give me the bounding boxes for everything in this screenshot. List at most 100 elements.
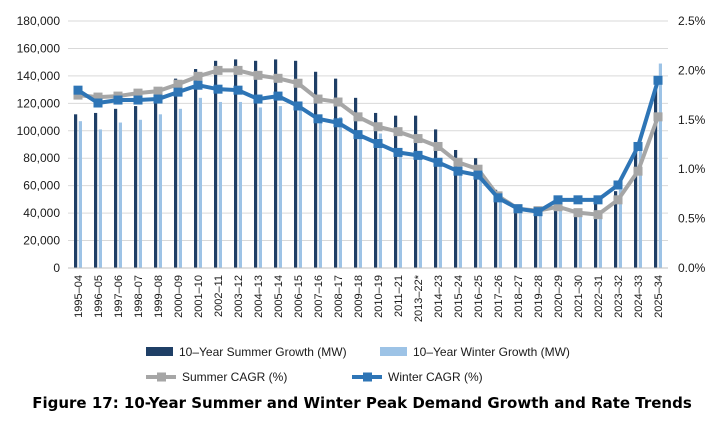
series-marker [293, 101, 303, 111]
series-marker [613, 180, 623, 190]
series-marker [393, 147, 403, 157]
series-marker [453, 166, 463, 176]
series-marker [193, 80, 203, 90]
bar [478, 174, 482, 268]
y-left-tick-label: 180,000 [17, 14, 61, 28]
bar [518, 206, 522, 268]
series-marker [433, 157, 443, 167]
bar [174, 78, 178, 268]
bar [398, 154, 402, 268]
bar [178, 108, 182, 268]
series-marker [173, 79, 183, 89]
bar [118, 122, 122, 269]
y-right-tick-label: 1.5% [678, 113, 706, 127]
y-left-tick-label: 60,000 [23, 179, 60, 193]
bar [654, 89, 658, 268]
bar [414, 115, 418, 268]
series-marker [113, 95, 123, 105]
series-marker [233, 65, 243, 75]
x-tick-label: 2008–17 [333, 275, 345, 318]
bar [594, 202, 598, 268]
y-left-tick-label: 80,000 [23, 151, 60, 165]
bar [254, 60, 258, 268]
series-line [77, 68, 660, 217]
x-tick-label: 2021–30 [573, 275, 585, 318]
series-marker [313, 94, 323, 104]
bar [578, 211, 582, 268]
series-marker [453, 157, 463, 167]
bar [74, 114, 78, 268]
series-marker [513, 204, 523, 214]
bar [138, 119, 142, 268]
series-marker [133, 88, 143, 98]
series-marker [153, 94, 163, 104]
series-marker [493, 193, 503, 203]
series-marker [73, 85, 83, 95]
bar [598, 211, 602, 268]
y-left-tick-label: 140,000 [17, 69, 61, 83]
series-marker [253, 70, 263, 80]
bar [258, 107, 262, 268]
series-marker [173, 87, 183, 97]
x-tick-label: 2019–28 [533, 275, 545, 318]
bar [394, 115, 398, 268]
series-marker [93, 92, 103, 102]
x-tick-label: 1995–04 [73, 275, 85, 318]
bar [538, 210, 542, 268]
bar [194, 69, 198, 269]
x-tick-label: 2017–26 [493, 275, 505, 318]
legend-swatch [380, 347, 407, 356]
bar [338, 117, 342, 268]
bar [274, 59, 278, 268]
x-tick-label: 2023–32 [613, 275, 625, 318]
y-left-tick-label: 120,000 [17, 96, 61, 110]
x-tick-label: 2013–22* [413, 274, 425, 322]
series-marker [613, 195, 623, 205]
series-marker [213, 65, 223, 75]
bar [514, 208, 518, 268]
series-marker [553, 202, 563, 212]
series-marker [253, 94, 263, 104]
legend-swatch [146, 347, 173, 356]
bar [634, 151, 638, 268]
x-tick-label: 2018–27 [513, 275, 525, 318]
series-marker [233, 85, 243, 95]
series-line [76, 79, 660, 214]
bar [158, 114, 162, 268]
series-marker [593, 195, 603, 205]
x-tick-label: 2000–09 [173, 275, 185, 318]
series-marker [573, 208, 583, 218]
x-tick-label: 2015–24 [453, 275, 465, 318]
series-marker [73, 90, 83, 100]
y-left-tick-label: 100,000 [17, 124, 61, 138]
figure-caption: Figure 17: 10-Year Summer and Winter Pea… [32, 394, 692, 412]
x-tick-label: 2002–11 [213, 275, 225, 317]
y-axis-right: 0.0% 0.5% 1.0% 1.5% 2.0% 2.5% [678, 14, 706, 275]
bar [498, 192, 502, 268]
bar [474, 158, 478, 268]
bar [94, 112, 98, 268]
series-marker [413, 134, 423, 144]
x-tick-label: 2024–33 [633, 275, 645, 318]
series-marker [333, 97, 343, 107]
y-right-tick-label: 2.5% [678, 14, 706, 28]
y-right-tick-label: 1.0% [678, 162, 706, 176]
legend-label: Winter CAGR (%) [388, 370, 483, 384]
y-axis-left: 0 20,000 40,000 60,000 80,000 100,000 120,000 1… [17, 14, 61, 275]
bar [354, 97, 358, 268]
legend-marker [157, 372, 166, 382]
bar [618, 189, 622, 268]
bar [294, 60, 298, 268]
bar [334, 78, 338, 268]
series-marker [353, 112, 363, 122]
x-tick-label: 2025–34 [653, 275, 665, 318]
bar [454, 149, 458, 268]
x-tick-label: 2022–31 [593, 275, 605, 318]
x-tick-label: 2001–10 [193, 275, 205, 318]
series-marker [633, 166, 643, 176]
x-tick-label: 2014–23 [433, 275, 445, 318]
series-marker [593, 210, 603, 220]
x-tick-label: 2011–21 [393, 275, 405, 317]
legend: 10–Year Summer Growth (MW) 10–Year Winter… [146, 345, 570, 384]
series-marker [273, 73, 283, 83]
